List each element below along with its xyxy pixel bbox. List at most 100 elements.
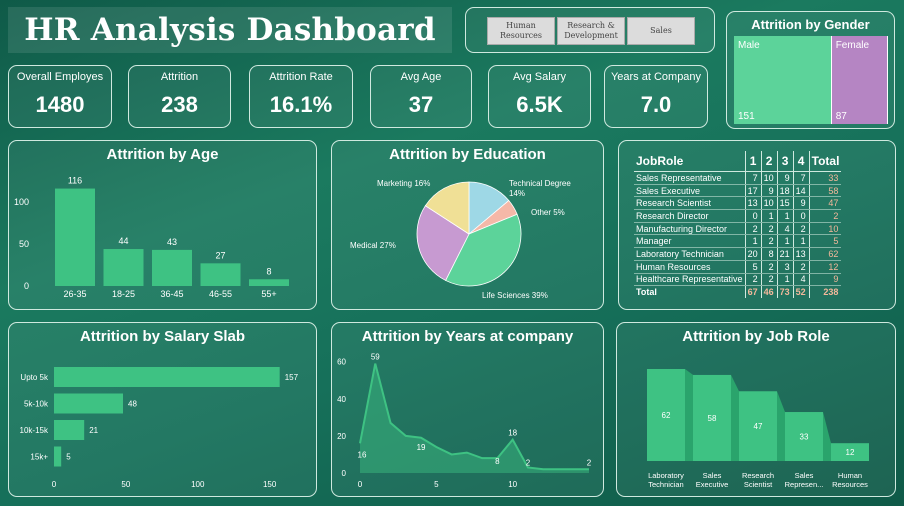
table-cell: 1 bbox=[760, 209, 778, 223]
dashboard-title-box: HR Analysis Dashboard bbox=[8, 7, 452, 53]
education-slice-label: Medical 27% bbox=[350, 241, 396, 250]
jobrole-bar bbox=[693, 374, 731, 461]
table-cell: 2 bbox=[760, 273, 778, 287]
jobrole-x-tick: Research bbox=[742, 471, 774, 480]
years-y-tick: 40 bbox=[337, 395, 346, 404]
kpi-label: Avg Salary bbox=[513, 71, 566, 83]
table-row: Laboratory Technician 20 8 21 13 62 bbox=[634, 247, 842, 261]
education-slice-medical bbox=[416, 205, 470, 281]
table-row: Healthcare Representative 2 2 1 4 9 bbox=[634, 273, 842, 287]
table-cell: 1 bbox=[792, 234, 810, 249]
table-cell: 2 bbox=[760, 234, 778, 249]
years-y-tick: 20 bbox=[337, 432, 346, 441]
education-slice-label: Life Sciences 39% bbox=[482, 291, 548, 300]
table-cell: 5 bbox=[744, 260, 762, 274]
table-cell: 10 bbox=[760, 196, 778, 211]
table-header-cell[interactable]: 2 bbox=[760, 151, 778, 172]
table-cell: 1 bbox=[776, 209, 794, 223]
salary-panel: Attrition by Salary Slab Upto 5k 157 5k-10… bbox=[8, 322, 317, 497]
age-bar bbox=[200, 263, 241, 286]
table-cell: 52 bbox=[792, 285, 810, 299]
years-data-label: 16 bbox=[358, 450, 367, 459]
years-y-tick: 60 bbox=[337, 358, 346, 367]
table-cell: 12 bbox=[808, 260, 842, 274]
table-cell: 7 bbox=[792, 171, 810, 185]
table-row: Manager 1 2 1 1 5 bbox=[634, 234, 842, 249]
table-cell: 2 bbox=[760, 260, 778, 274]
years-data-label: 18 bbox=[508, 429, 517, 438]
table-cell: 15 bbox=[776, 196, 794, 211]
gender-tile-value: 151 bbox=[738, 111, 755, 122]
table-cell: 9 bbox=[792, 196, 810, 211]
table-cell: 238 bbox=[808, 285, 842, 299]
table-header-cell[interactable]: 1 bbox=[744, 151, 762, 172]
years-data-label: 59 bbox=[371, 353, 380, 362]
table-cell: 5 bbox=[808, 234, 842, 249]
education-slice-label-value: 14% bbox=[509, 189, 525, 198]
jobrole-x-tick-line2: Executive bbox=[696, 480, 729, 489]
kpi-value: 7.0 bbox=[640, 92, 672, 117]
table-header-cell[interactable]: Total bbox=[808, 151, 842, 172]
jobrole-ribbon bbox=[777, 391, 785, 461]
salary-data-label: 48 bbox=[128, 400, 137, 409]
table-cell: Research Scientist bbox=[634, 196, 746, 211]
years-chart-title: Attrition by Years at company bbox=[361, 328, 574, 345]
age-data-label: 43 bbox=[167, 237, 177, 247]
slicer-research-development[interactable]: Research & Development bbox=[557, 17, 625, 45]
table-cell: 62 bbox=[808, 247, 842, 261]
education-panel: Attrition by Education Technical Degree 1… bbox=[331, 140, 604, 310]
salary-y-tick: Upto 5k bbox=[20, 373, 49, 382]
salary-x-tick: 100 bbox=[191, 480, 205, 489]
kpi-label: Avg Age bbox=[400, 71, 442, 83]
table-cell: 14 bbox=[792, 184, 810, 198]
slicer-human-resources[interactable]: Human Resources bbox=[487, 17, 555, 45]
jobrole-chart-panel: Attrition by Job Role 62 Laboratory Techni… bbox=[616, 322, 896, 497]
table-cell: 8 bbox=[760, 247, 778, 261]
table-header-cell[interactable]: 4 bbox=[792, 151, 810, 172]
years-line bbox=[359, 363, 589, 471]
kpi-overall-employees: Overall Employes 1480 bbox=[8, 65, 112, 128]
years-y-tick: 0 bbox=[342, 469, 347, 478]
age-x-tick: 18-25 bbox=[112, 289, 135, 299]
jobrole-x-tick-line2: Represen... bbox=[785, 480, 824, 489]
years-data-label: 2 bbox=[526, 458, 531, 467]
salary-bar bbox=[54, 446, 62, 467]
age-y-tick: 50 bbox=[19, 239, 29, 249]
salary-bar bbox=[54, 393, 123, 414]
table-cell: 9 bbox=[760, 184, 778, 198]
age-bar bbox=[55, 188, 95, 286]
age-x-tick: 46-55 bbox=[209, 289, 232, 299]
gender-chart-title: Attrition by Gender bbox=[751, 17, 870, 32]
table-header-cell[interactable]: 3 bbox=[776, 151, 794, 172]
age-y-tick: 100 bbox=[14, 197, 29, 207]
table-cell: 9 bbox=[808, 273, 842, 287]
slicer-sales[interactable]: Sales bbox=[627, 17, 695, 45]
age-bar bbox=[103, 249, 144, 286]
years-data-label: 2 bbox=[587, 458, 592, 467]
table-header-cell[interactable]: JobRole bbox=[634, 151, 746, 172]
salary-y-tick: 10k-15k bbox=[20, 426, 49, 435]
table-row: Research Scientist 13 10 15 9 47 bbox=[634, 196, 842, 211]
table-cell: Research Director bbox=[634, 209, 746, 223]
table-cell: 2 bbox=[744, 273, 762, 287]
years-data-label: 8 bbox=[495, 457, 500, 466]
gender-panel: Attrition by Gender Male 151 Female 87 bbox=[726, 11, 895, 129]
gender-treemap: Male 151 Female 87 bbox=[734, 36, 888, 124]
table-cell: 33 bbox=[808, 171, 842, 185]
table-cell: Human Resources bbox=[634, 260, 746, 274]
table-cell: 1 bbox=[744, 234, 762, 249]
salary-x-tick: 150 bbox=[263, 480, 277, 489]
jobrole-x-tick-line2: Resources bbox=[832, 480, 868, 489]
salary-bar bbox=[54, 367, 280, 387]
jobrole-bar bbox=[785, 412, 823, 461]
table-cell: 10 bbox=[760, 171, 778, 185]
jobrole-bar bbox=[739, 391, 777, 461]
salary-y-tick: 5k-10k bbox=[24, 400, 49, 409]
kpi-avg-age: Avg Age 37 bbox=[370, 65, 472, 128]
jobrole-x-tick-line2: Scientist bbox=[744, 480, 773, 489]
table-cell: Healthcare Representative bbox=[634, 273, 746, 287]
table-cell: 0 bbox=[744, 209, 762, 223]
gender-tile-label: Male bbox=[738, 40, 760, 51]
table-cell: 2 bbox=[808, 209, 842, 223]
years-panel: Attrition by Years at company 0 20 40 60 0 5 1… bbox=[331, 322, 604, 497]
